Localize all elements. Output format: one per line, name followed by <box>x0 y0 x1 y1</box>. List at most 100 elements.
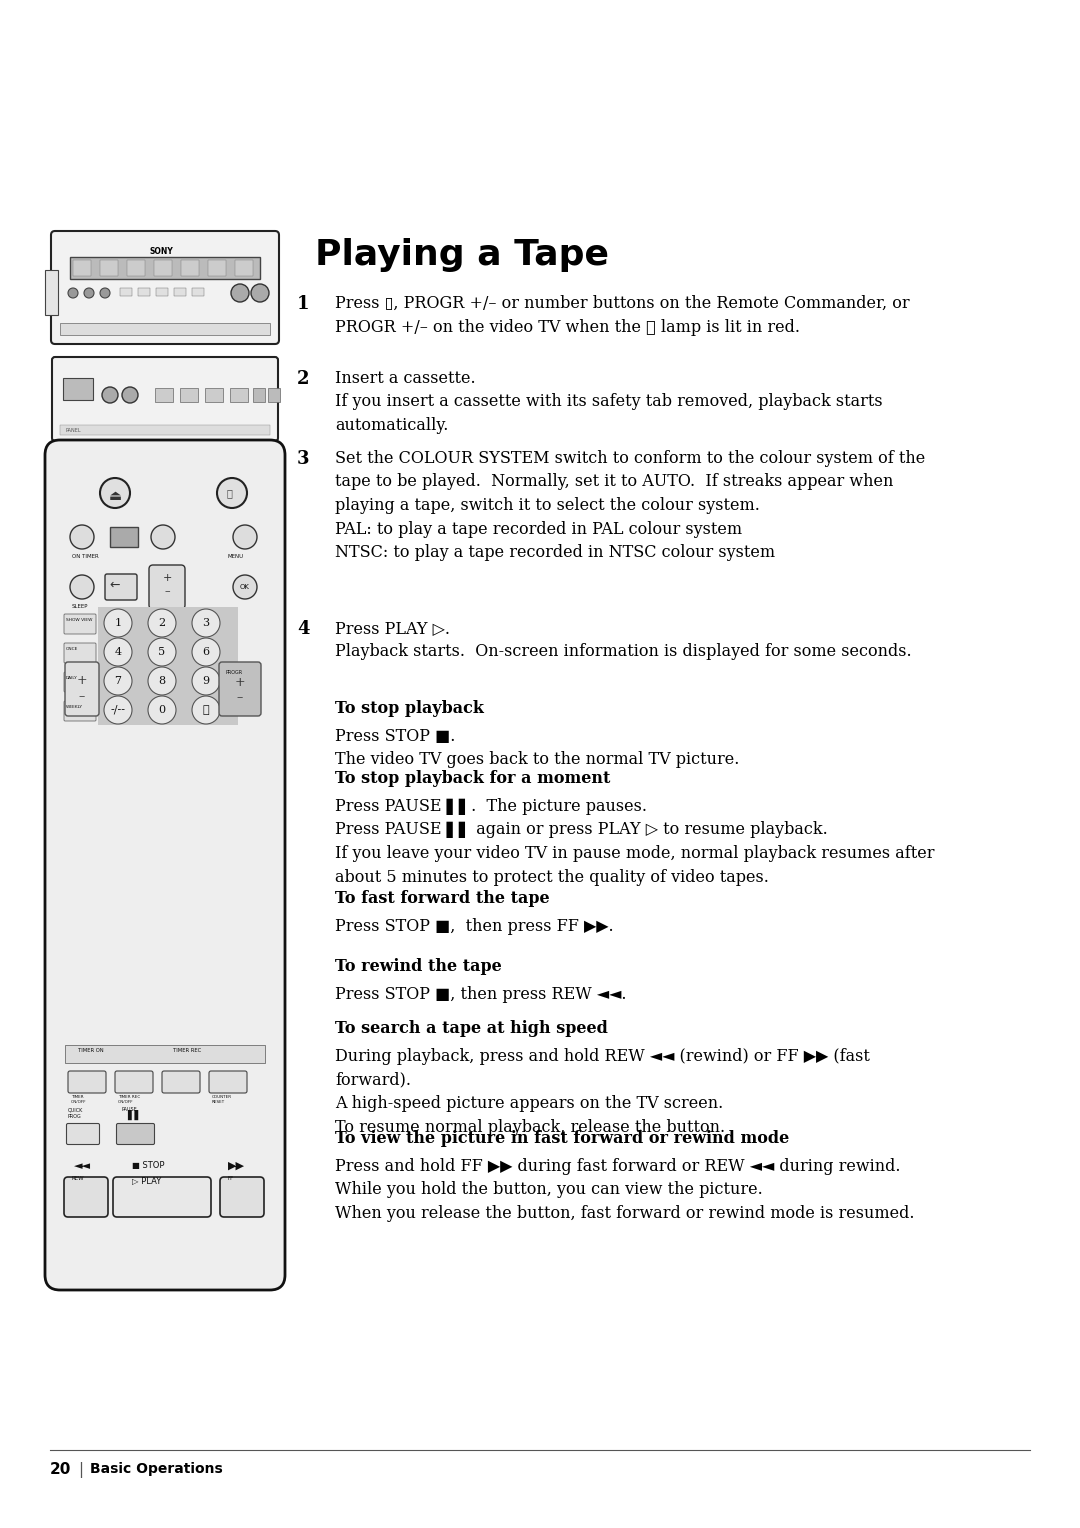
Text: |: | <box>78 1462 83 1478</box>
FancyBboxPatch shape <box>64 672 96 692</box>
Text: 7: 7 <box>114 675 121 686</box>
Circle shape <box>100 478 130 507</box>
Text: TIMER REC
ON/OFF: TIMER REC ON/OFF <box>118 1096 140 1105</box>
Bar <box>138 287 150 296</box>
Text: Press STOP ■, then press REW ◄◄.: Press STOP ■, then press REW ◄◄. <box>335 986 626 1002</box>
Bar <box>192 287 204 296</box>
Text: +: + <box>162 573 172 584</box>
Text: ▶▶: ▶▶ <box>228 1161 245 1170</box>
Text: ⏻: ⏻ <box>227 487 233 498</box>
FancyBboxPatch shape <box>113 1177 211 1216</box>
FancyBboxPatch shape <box>65 662 99 717</box>
Text: 4: 4 <box>297 620 310 639</box>
Circle shape <box>70 575 94 599</box>
Text: 2: 2 <box>297 370 310 388</box>
Circle shape <box>217 478 247 507</box>
Text: 6: 6 <box>202 646 210 657</box>
FancyBboxPatch shape <box>67 1123 99 1144</box>
FancyBboxPatch shape <box>64 643 96 663</box>
FancyBboxPatch shape <box>149 565 185 610</box>
Text: QUICK
PROG: QUICK PROG <box>68 1106 83 1118</box>
Text: PROGR: PROGR <box>225 669 242 675</box>
Bar <box>253 388 265 402</box>
Text: PAUSE: PAUSE <box>122 1106 138 1112</box>
Text: 2: 2 <box>159 617 165 628</box>
Circle shape <box>231 284 249 303</box>
Text: -/--: -/-- <box>110 704 125 715</box>
FancyBboxPatch shape <box>64 614 96 634</box>
Bar <box>154 260 172 277</box>
FancyBboxPatch shape <box>51 231 279 344</box>
Circle shape <box>192 639 220 666</box>
FancyBboxPatch shape <box>105 575 137 601</box>
Circle shape <box>192 668 220 695</box>
FancyBboxPatch shape <box>220 1177 264 1216</box>
Text: Set the COLOUR SYSTEM switch to conform to the colour system of the
tape to be p: Set the COLOUR SYSTEM switch to conform … <box>335 451 926 561</box>
Bar <box>60 425 270 435</box>
Text: COUNTER
RESET: COUNTER RESET <box>212 1096 232 1105</box>
FancyBboxPatch shape <box>52 358 278 442</box>
Circle shape <box>148 610 176 637</box>
FancyBboxPatch shape <box>114 1071 153 1093</box>
Bar <box>100 260 118 277</box>
FancyBboxPatch shape <box>64 1177 108 1216</box>
Circle shape <box>104 695 132 724</box>
Text: –: – <box>164 587 170 596</box>
Text: –: – <box>237 692 243 704</box>
Bar <box>181 260 199 277</box>
Text: OK: OK <box>240 584 249 590</box>
Text: 5: 5 <box>159 646 165 657</box>
Text: Basic Operations: Basic Operations <box>90 1462 222 1476</box>
Text: ■ STOP: ■ STOP <box>132 1161 164 1170</box>
Bar <box>174 287 186 296</box>
Bar <box>63 377 93 400</box>
Bar <box>235 260 253 277</box>
Text: To stop playback: To stop playback <box>335 700 484 717</box>
Circle shape <box>104 668 132 695</box>
Text: 1: 1 <box>297 295 310 313</box>
Circle shape <box>233 575 257 599</box>
Bar <box>180 388 198 402</box>
Text: To stop playback for a moment: To stop playback for a moment <box>335 770 610 787</box>
Circle shape <box>148 695 176 724</box>
Circle shape <box>68 287 78 298</box>
Text: ▷ PLAY: ▷ PLAY <box>132 1177 161 1186</box>
Bar <box>45 270 58 315</box>
Text: ▌▌: ▌▌ <box>127 1109 143 1120</box>
Circle shape <box>233 526 257 549</box>
Text: REW: REW <box>72 1177 84 1181</box>
Circle shape <box>151 526 175 549</box>
Text: Press PLAY ▷.
Playback starts.  On-screen information is displayed for some seco: Press PLAY ▷. Playback starts. On-screen… <box>335 620 912 660</box>
Text: Press PAUSE ▌▌.  The picture pauses.
Press PAUSE ▌▌ again or press PLAY ▷ to res: Press PAUSE ▌▌. The picture pauses. Pres… <box>335 798 934 886</box>
Circle shape <box>192 695 220 724</box>
Text: TIMER ON: TIMER ON <box>78 1048 104 1053</box>
FancyBboxPatch shape <box>64 701 96 721</box>
Text: Insert a cassette.
If you insert a cassette with its safety tab removed, playbac: Insert a cassette. If you insert a casse… <box>335 370 882 434</box>
Circle shape <box>251 284 269 303</box>
Text: 3: 3 <box>297 451 310 468</box>
Bar <box>120 287 132 296</box>
FancyBboxPatch shape <box>210 1071 247 1093</box>
Text: +: + <box>234 677 245 689</box>
FancyBboxPatch shape <box>45 440 285 1290</box>
Text: ON TIMER: ON TIMER <box>72 555 98 559</box>
Circle shape <box>104 639 132 666</box>
Text: +: + <box>77 674 87 688</box>
Text: 1: 1 <box>114 617 122 628</box>
Bar <box>230 388 248 402</box>
Text: –: – <box>79 691 85 703</box>
FancyBboxPatch shape <box>162 1071 200 1093</box>
Bar <box>268 388 280 402</box>
Bar <box>73 260 91 277</box>
Text: ←: ← <box>110 579 120 591</box>
FancyBboxPatch shape <box>219 662 261 717</box>
Text: To rewind the tape: To rewind the tape <box>335 958 502 975</box>
Text: 8: 8 <box>159 675 165 686</box>
Bar <box>60 322 270 335</box>
Bar <box>127 260 145 277</box>
Text: SLEEP: SLEEP <box>72 604 89 610</box>
Text: 3: 3 <box>202 617 210 628</box>
Circle shape <box>148 639 176 666</box>
Text: TIMER REC: TIMER REC <box>173 1048 201 1053</box>
Text: Playing a Tape: Playing a Tape <box>315 238 609 272</box>
